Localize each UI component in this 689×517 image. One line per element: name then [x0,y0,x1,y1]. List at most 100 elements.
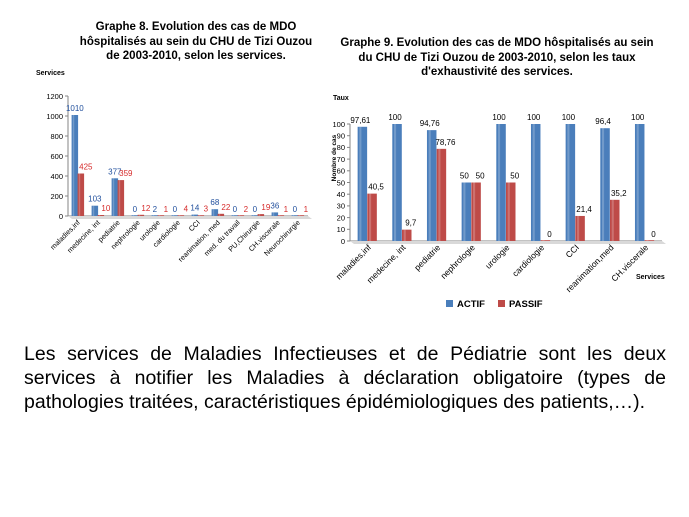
chart2-data-label: 100 [492,113,506,122]
chart1-data-label: 425 [79,163,93,172]
chart1-bar-series1 [211,209,219,216]
chart2-data-label: 9,7 [405,219,417,228]
chart2-bar-actif [565,124,576,241]
chart1-bar-series2 [117,180,125,216]
chart2-bar-actif [426,130,437,241]
chart1-bar-series2 [297,215,305,216]
chart2-bar-passif [471,182,481,241]
chart2-data-label: 0 [651,230,656,239]
chart1-data-label: 68 [210,198,219,207]
chart1-bar-series2 [277,215,285,216]
chart2-data-label: 0 [547,230,552,239]
chart1-bar-series2 [137,214,145,216]
chart2-bar-actif [357,126,368,241]
chart1-y-axis-label: Services [36,70,65,77]
chart2-y-tick-label: 60 [337,167,345,176]
chart1-bar-series2 [237,215,245,216]
chart1-y-tick-label: 400 [50,172,63,181]
chart1-bar-series2 [177,215,185,216]
chart1-bar-series2 [257,214,265,216]
chart2-data-label: 78,76 [435,138,456,147]
chart1-data-label: 14 [190,204,199,213]
chart1-y-tick-label: 800 [50,132,63,141]
chart2-y-tick-label: 20 [337,213,345,222]
chart2-data-label: 21,4 [576,205,592,214]
chart2-bar-actif [496,124,506,241]
chart1-y-tick-label: 200 [50,192,63,201]
chart1-data-label: 36 [270,201,279,210]
chart2-y-axis-label-top: Taux [333,95,349,102]
chart1-title: Graphe 8. Evolution des cas de MDO hôspi… [79,21,313,62]
chart2-category-label: urologie [483,242,512,271]
chart1-data-label: 1 [304,205,309,214]
chart1-data-label: 3 [204,205,209,214]
chart2-data-label: 100 [562,113,576,122]
chart1-category-label: CCI [187,218,202,233]
chart1-bar-series1 [291,215,299,216]
chart1-data-label: 0 [253,205,258,214]
chart1-y-tick-label: 1200 [46,92,63,101]
chart1-data-label: 4 [184,205,189,214]
chart1-data-label: 1010 [66,104,84,113]
chart1-bar-series1 [91,205,99,216]
chart1-bar-series2 [157,215,165,216]
chart1-y-tick-label: 0 [59,212,63,221]
chart2-bar-actif [634,124,645,241]
chart2-data-label: 50 [510,172,519,181]
chart1-data-label: 377 [108,167,122,176]
chart2-bar-passif [436,148,447,241]
chart2-bar-passif [506,182,516,241]
legend-swatch-actif [446,300,453,307]
chart1-data-label: 10 [101,204,110,213]
legend-label-actif: ACTIF [457,299,485,310]
chart2-y-tick-label: 50 [337,178,345,187]
chart2-bar-passif [540,240,551,241]
chart2-bar-passif [610,199,620,241]
chart2-bar-passif [575,215,585,241]
chart1-bar-series1 [71,115,79,216]
chart1-data-label: 2 [153,205,158,214]
chart2-y-axis-label: Nombre de cas [331,134,338,181]
chart2-bar-passif [644,240,655,241]
chart2-data-label: 50 [476,172,485,181]
chart1-floor [68,216,312,219]
conclusion-paragraph: Les services de Maladies Infectieuses et… [24,343,666,413]
legend-swatch-passif [498,300,505,307]
chart1-data-label: 2 [244,205,249,214]
chart1-data-label: 1 [164,205,169,214]
chart2-title: Graphe 9. Evolution des cas de MDO hôspi… [340,37,654,78]
chart1-bar-series1 [251,215,259,216]
chart2-data-label: 100 [388,113,402,122]
chart1-bar-series2 [97,215,105,216]
chart2-data-label: 100 [631,113,645,122]
chart1-data-label: 12 [141,204,150,213]
chart2-category-label: CCI [563,242,580,259]
chart2-floor [350,241,666,244]
chart2-data-label: 96,4 [595,117,611,126]
chart1-bar-series1 [171,215,179,216]
chart2-y-tick-label: 70 [337,155,345,164]
chart1-data-label: 1 [284,205,289,214]
chart2-bar-actif [600,128,610,241]
chart1-bar-series2 [77,173,85,216]
chart1-bar-series2 [217,213,225,216]
chart1-bar-series1 [151,215,159,216]
chart2-y-tick-label: 100 [332,120,345,129]
chart2-y-tick-label: 40 [337,190,345,199]
chart1-bar-series1 [191,214,199,216]
chart2-y-tick-label: 90 [337,132,345,141]
chart1-data-label: 103 [88,195,102,204]
chart2-data-label: 50 [460,172,469,181]
chart2-bar-actif [392,124,402,241]
chart2-y-tick-label: 10 [337,225,345,234]
chart1-y-tick-label: 1000 [46,112,63,121]
chart2-y-tick-label: 80 [337,143,345,152]
chart2-data-label: 40,5 [368,183,384,192]
chart1-data-label: 19 [261,203,270,212]
chart1-data-label: 22 [221,203,230,212]
chart1-data-label: 0 [173,205,178,214]
legend-label-passif: PASSIF [509,299,543,310]
chart1-data-label: 359 [119,169,133,178]
chart1-data-label: 0 [293,205,298,214]
